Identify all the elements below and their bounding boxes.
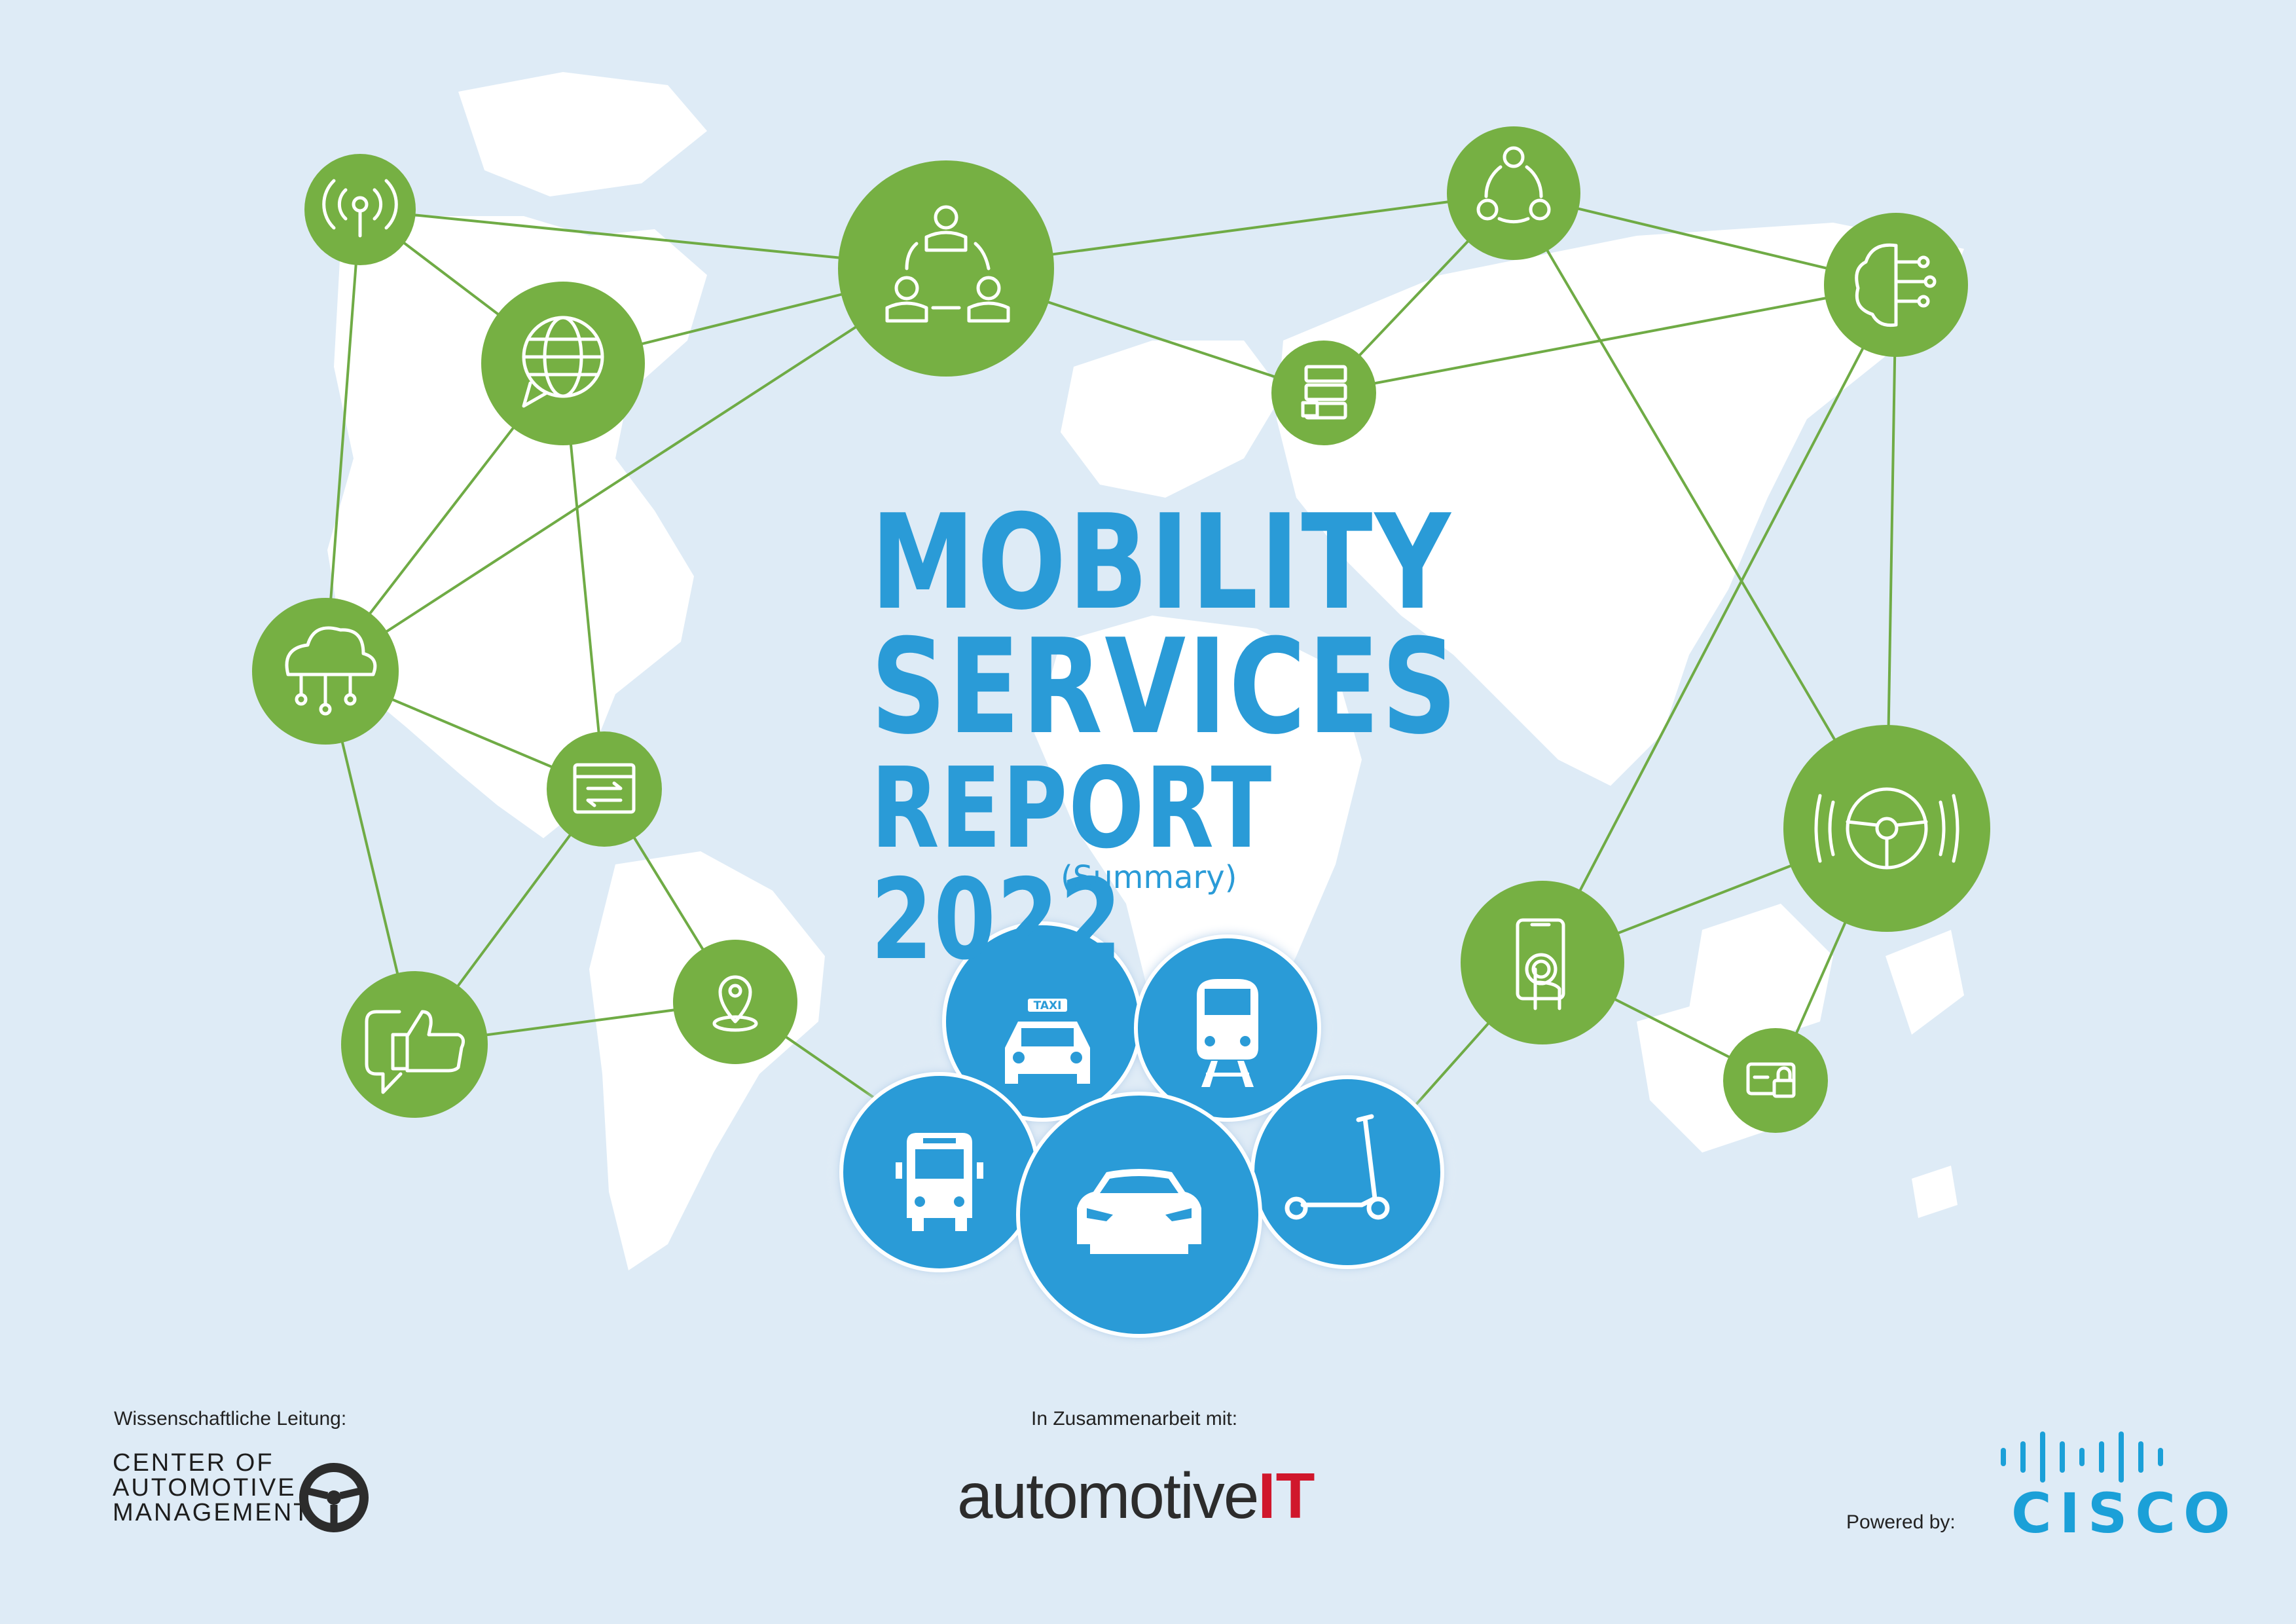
globe-chat-icon (522, 316, 604, 408)
card-lock-icon (1746, 1062, 1796, 1098)
cam-logo-text: CENTER OF AUTOMOTIVE MANAGEMENT (113, 1450, 310, 1525)
steering-wheel-logo-icon (299, 1463, 369, 1532)
like-chat-icon (365, 1010, 465, 1094)
powered-by-label: Powered by: (1846, 1511, 1956, 1533)
browser-transfer-icon (573, 763, 636, 814)
antenna-icon (322, 179, 398, 238)
car-icon (1077, 1169, 1201, 1254)
collaboration-label: In Zusammenarbeit mit: (1031, 1408, 1238, 1430)
share-network-icon (1476, 146, 1551, 224)
smartphone-touch-icon (1516, 918, 1565, 1010)
automotiveit-word: automotive (957, 1460, 1259, 1532)
cisco-logo-text: CISCO (2011, 1481, 2238, 1545)
cam-line1: CENTER OF (113, 1449, 274, 1477)
report-subtitle: (Summary) (1061, 859, 1237, 896)
cisco-bars-icon (2001, 1431, 2163, 1483)
train-icon (1197, 979, 1258, 1087)
scooter-icon (1285, 1114, 1390, 1220)
report-title-line3: REPORT 2022 (871, 744, 1273, 985)
scooter-circle (1250, 1075, 1444, 1269)
ai-brain-icon (1855, 243, 1937, 327)
steering-autonomous-icon (1814, 787, 1959, 870)
server-lock-icon (1301, 365, 1347, 420)
taxi-icon: TAXI (1005, 999, 1090, 1084)
svg-text:TAXI: TAXI (1034, 999, 1062, 1012)
bus-icon (896, 1133, 983, 1231)
cloud-network-icon (285, 626, 377, 716)
report-title-line1: MOBILITY (871, 487, 1453, 639)
team-cycle-icon (885, 205, 1010, 323)
automotiveit-suffix: IT (1258, 1460, 1315, 1532)
location-pin-icon (712, 975, 758, 1032)
automotiveit-logo: automotiveIT (957, 1459, 1315, 1533)
report-title-line2: SERVICES (871, 611, 1459, 764)
cam-line2: AUTOMOTIVE (113, 1474, 297, 1502)
cam-line3: MANAGEMENT (113, 1499, 311, 1526)
scientific-lead-label: Wissenschaftliche Leitung: (114, 1408, 347, 1430)
mobility-cluster (839, 921, 1444, 1338)
